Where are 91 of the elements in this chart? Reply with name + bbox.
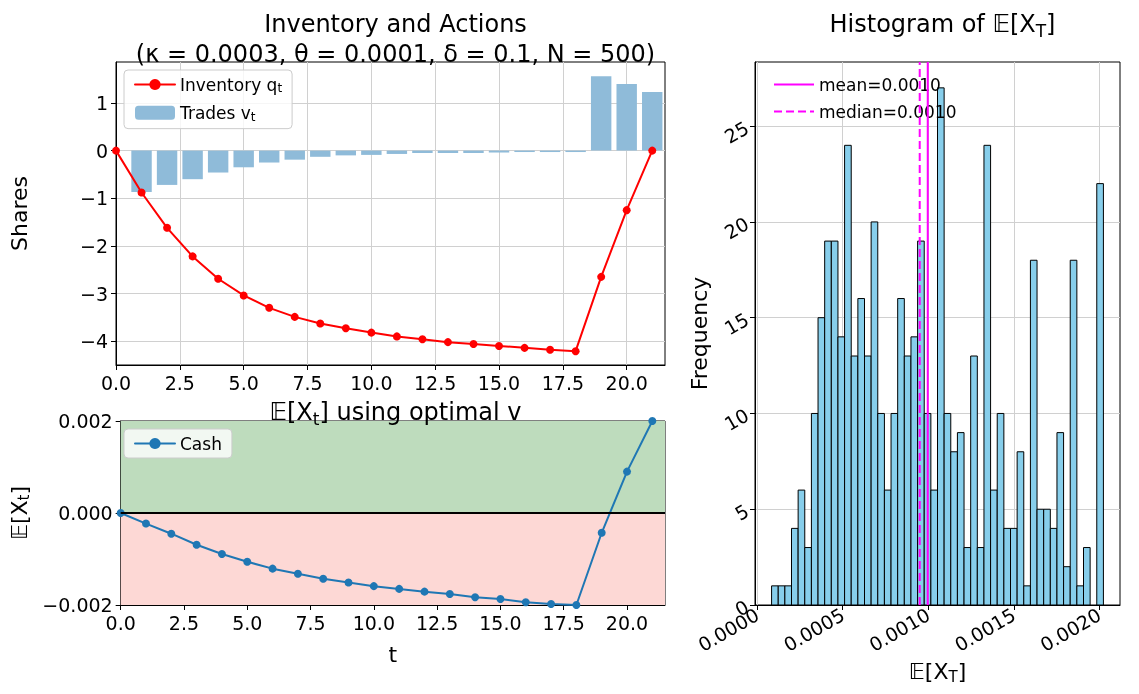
y-axis-title: Frequency — [686, 276, 712, 391]
point — [597, 528, 606, 537]
point — [163, 223, 172, 232]
point — [392, 332, 401, 341]
y-tick-label: 0.000 — [58, 502, 113, 524]
x-tick-label: 12.5 — [415, 611, 459, 634]
point — [265, 303, 274, 312]
x-tick-label: 5.0 — [228, 371, 259, 394]
x-tick-label: 2.5 — [168, 611, 200, 634]
y-tick-label: 25 — [720, 116, 753, 148]
x-tick-label: 7.5 — [295, 611, 326, 634]
y-axis-title: Shares — [6, 176, 32, 251]
x-axis-title: t — [388, 641, 398, 667]
y-tick-label: 10 — [720, 403, 753, 436]
bar — [233, 150, 254, 168]
y-tick-label: −4 — [79, 330, 108, 353]
y-tick-label: 5 — [731, 499, 753, 525]
point — [141, 519, 150, 528]
point — [214, 274, 223, 283]
point — [112, 146, 120, 155]
point — [293, 569, 302, 578]
x-tick-label: 17.5 — [541, 371, 585, 394]
bar — [131, 150, 152, 193]
chart-title: Inventory and Actions (κ = 0.0003, θ = 0.0001, δ = 0.1, N = 500) — [135, 10, 656, 68]
point — [290, 312, 299, 321]
point — [319, 574, 328, 583]
point — [445, 589, 454, 598]
x-tick-label: 10.0 — [352, 611, 395, 634]
x-tick-label: 15.0 — [477, 371, 521, 394]
point — [648, 417, 657, 425]
x-tick-label: 17.5 — [542, 611, 585, 634]
point — [571, 347, 580, 356]
bar — [616, 83, 637, 151]
point — [443, 338, 452, 347]
point — [546, 345, 555, 354]
bar — [361, 150, 382, 155]
point — [471, 593, 480, 602]
point — [622, 206, 631, 215]
point — [418, 335, 427, 344]
y-tick-label: 0.002 — [58, 410, 113, 432]
point — [367, 328, 376, 337]
bar — [207, 150, 229, 173]
legend-label: Cash — [180, 433, 222, 454]
point — [496, 595, 505, 604]
y-tick-label: −1 — [79, 187, 108, 210]
point — [316, 319, 325, 328]
x-tick-label: 20.0 — [605, 371, 648, 394]
point — [167, 529, 176, 538]
point — [420, 587, 429, 596]
point — [597, 272, 606, 281]
x-tick-label: 0.0 — [100, 371, 132, 394]
point — [521, 598, 530, 607]
x-tick-label: 7.5 — [292, 371, 323, 394]
point — [648, 146, 657, 155]
point — [572, 601, 581, 609]
bar — [284, 150, 305, 160]
y-tick-label: 0 — [95, 139, 108, 162]
point — [268, 564, 277, 573]
point — [188, 252, 197, 261]
point — [192, 540, 201, 549]
point — [547, 600, 556, 609]
point — [469, 340, 478, 349]
point — [495, 341, 504, 350]
y-tick-label: 1 — [95, 91, 108, 114]
bar — [182, 150, 203, 180]
x-tick-label: 12.5 — [414, 371, 457, 394]
point — [395, 584, 404, 593]
point — [344, 578, 353, 587]
point — [623, 467, 632, 476]
y-tick-label: 15 — [720, 308, 753, 340]
point — [341, 324, 350, 333]
bar — [259, 150, 280, 163]
bar — [310, 150, 331, 157]
point — [217, 549, 226, 558]
x-tick-label: 2.5 — [164, 371, 195, 394]
y-tick-label: −3 — [79, 282, 108, 305]
y-tick-label: −2 — [79, 234, 108, 257]
point — [369, 582, 378, 591]
x-tick-label: 20.0 — [605, 611, 649, 634]
y-tick-label: 20 — [720, 212, 753, 244]
point — [239, 291, 248, 300]
x-tick-label: 5.0 — [232, 611, 263, 634]
point — [520, 343, 529, 352]
point — [243, 557, 252, 566]
bar — [590, 76, 612, 151]
x-tick-label: 15.0 — [479, 611, 522, 634]
y-axis-title: 𝔼[Xt] — [6, 485, 33, 541]
point — [137, 188, 146, 197]
bar — [156, 150, 178, 185]
bar — [642, 92, 663, 151]
x-tick-label: 10.0 — [350, 371, 393, 394]
